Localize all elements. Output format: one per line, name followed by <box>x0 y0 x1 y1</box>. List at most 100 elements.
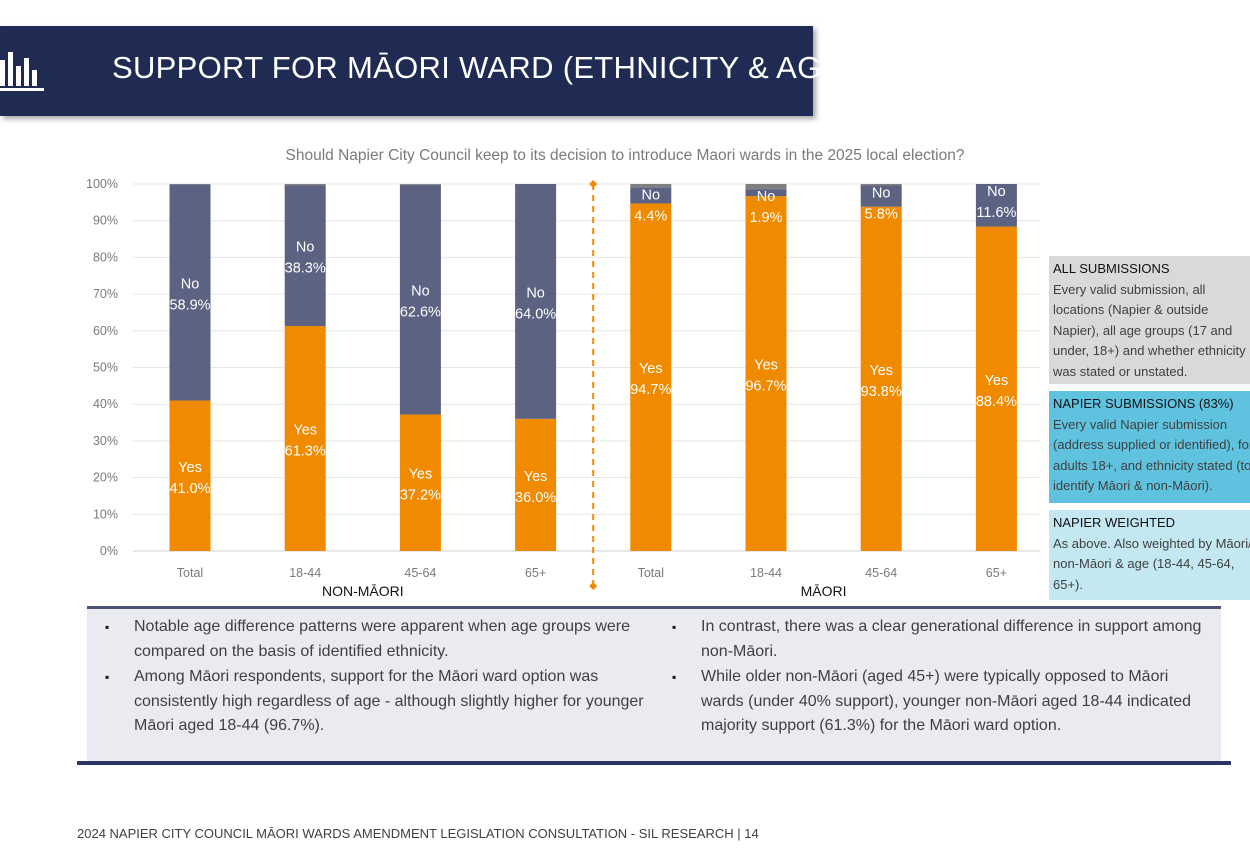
data-label-no-value: 38.3% <box>285 261 326 277</box>
bar-segment-no <box>399 184 441 415</box>
data-label-no-name: No <box>757 189 776 205</box>
notes-left-column: ▪ Notable age difference patterns were ap… <box>105 615 650 740</box>
data-label-yes-value: 41.0% <box>169 481 210 497</box>
y-tick-label: 40% <box>93 397 118 411</box>
bullet-icon: ▪ <box>105 670 110 684</box>
data-label-yes-value: 93.8% <box>861 384 902 400</box>
group-label: NON-MĀORI <box>322 583 404 599</box>
chart-title: Should Napier City Council keep to its d… <box>286 147 965 164</box>
data-label-yes-value: 96.7% <box>745 379 786 395</box>
data-label-no-value: 62.6% <box>400 305 441 321</box>
data-label-no-value: 58.9% <box>169 297 210 313</box>
data-label-no-name: No <box>526 285 545 301</box>
note-text: While older non-Māori (aged 45+) were ty… <box>701 668 1192 734</box>
bar-segment-yes <box>745 196 787 551</box>
panel-text: Every valid submission, all locations (N… <box>1053 281 1246 379</box>
x-tick-label: Total <box>177 566 203 580</box>
bar-segment-dont-know <box>860 184 902 186</box>
divider-marker-top <box>589 180 598 188</box>
data-label-no-value: 64.0% <box>515 306 556 322</box>
note-item: ▪ While older non-Māori (aged 45+) were t… <box>672 665 1212 739</box>
y-tick-label: 10% <box>93 507 118 521</box>
bar-segment-yes <box>860 206 902 551</box>
bar-segment-no <box>284 185 326 327</box>
divider-line <box>77 761 1231 765</box>
y-tick-label: 90% <box>93 214 118 228</box>
data-label-no-name: No <box>296 240 315 256</box>
data-label-no-value: 1.9% <box>749 210 782 226</box>
bar-segment-no <box>515 184 557 419</box>
data-label-yes-name: Yes <box>639 361 663 377</box>
panel-text: Every valid Napier submission (address s… <box>1053 416 1250 494</box>
data-label-no-name: No <box>872 185 891 201</box>
bar-segment-no <box>169 184 211 401</box>
bar-segment-no <box>975 184 1017 227</box>
x-tick-label: 45-64 <box>865 566 897 580</box>
bar-chart-icon <box>0 52 44 91</box>
data-label-yes-value: 37.2% <box>400 488 441 504</box>
data-label-no-name: No <box>181 276 200 292</box>
note-item: ▪ Notable age difference patterns were ap… <box>105 615 650 664</box>
bar-segment-yes <box>515 418 557 551</box>
x-tick-label: 18-44 <box>289 566 321 580</box>
data-label-yes-value: 36.0% <box>515 490 556 506</box>
data-label-no-name: No <box>642 187 661 203</box>
data-label-yes-name: Yes <box>524 469 548 485</box>
data-label-no-value: 4.4% <box>634 208 667 224</box>
bar-segment-yes <box>169 400 211 551</box>
x-tick-label: 45-64 <box>404 566 436 580</box>
note-item: ▪ In contrast, there was a clear generati… <box>672 615 1212 664</box>
data-label-yes-name: Yes <box>869 363 893 379</box>
bar-segment-no <box>630 187 672 204</box>
bullet-icon: ▪ <box>105 620 110 634</box>
y-tick-label: 50% <box>93 361 118 375</box>
note-text: Notable age difference patterns were app… <box>134 618 631 660</box>
data-label-no-value: 5.8% <box>865 206 898 222</box>
note-text: Among Māori respondents, support for the… <box>134 668 644 734</box>
bar-segment-yes <box>284 326 326 551</box>
note-text: In contrast, there was a clear generatio… <box>701 618 1202 660</box>
y-tick-label: 30% <box>93 434 118 448</box>
y-tick-label: 60% <box>93 324 118 338</box>
y-tick-label: 70% <box>93 287 118 301</box>
y-tick-label: 80% <box>93 250 118 264</box>
notes-right-column: ▪ In contrast, there was a clear generati… <box>672 615 1212 740</box>
bullet-icon: ▪ <box>672 670 677 684</box>
data-label-no-name: No <box>987 184 1006 200</box>
bullet-icon: ▪ <box>672 620 677 634</box>
footer: 2024 NAPIER CITY COUNCIL MĀORI WARDS AME… <box>77 826 759 841</box>
x-tick-label: 65+ <box>525 566 546 580</box>
y-tick-label: 20% <box>93 471 118 485</box>
x-tick-label: 18-44 <box>750 566 782 580</box>
divider-marker-bottom <box>589 582 598 590</box>
bar-segment-dont-know <box>630 184 672 188</box>
panel-heading: NAPIER SUBMISSIONS (83%) <box>1053 396 1234 411</box>
group-label: MĀORI <box>801 583 847 599</box>
y-tick-label: 0% <box>100 544 118 558</box>
panel-heading: ALL SUBMISSIONS <box>1053 261 1170 276</box>
data-label-yes-value: 88.4% <box>976 394 1017 410</box>
data-label-no-value: 11.6% <box>976 205 1016 221</box>
panel-heading: NAPIER WEIGHTED <box>1053 515 1176 530</box>
bar-segment-yes <box>975 226 1017 551</box>
notes-box: ▪ Notable age difference patterns were ap… <box>87 606 1221 764</box>
y-tick-label: 100% <box>86 177 118 191</box>
page-title: SUPPORT FOR MĀORI WARD (ETHNICITY & AGE) <box>112 50 854 85</box>
bar-segment-no <box>745 189 787 197</box>
data-label-yes-name: Yes <box>409 467 433 483</box>
bar-segment-yes <box>399 414 441 551</box>
bar-segment-dont-know <box>284 184 326 186</box>
bar-segment-yes <box>630 203 672 551</box>
bar-segment-no <box>860 185 902 207</box>
data-label-yes-name: Yes <box>293 423 317 439</box>
panel-all-submissions: ALL SUBMISSIONS Every valid submission, … <box>1049 256 1250 384</box>
title-bar: SUPPORT FOR MĀORI WARD (ETHNICITY & AGE) <box>0 26 853 116</box>
x-tick-label: Total <box>638 566 664 580</box>
bar-segment-dont-know <box>399 184 441 185</box>
bar-segment-dont-know <box>745 184 787 190</box>
panel-napier-weighted: NAPIER WEIGHTED As above. Also weighted … <box>1049 510 1250 600</box>
data-label-no-name: No <box>411 284 430 300</box>
data-label-yes-name: Yes <box>754 358 778 374</box>
x-tick-label: 65+ <box>986 566 1007 580</box>
data-label-yes-name: Yes <box>985 373 1009 389</box>
